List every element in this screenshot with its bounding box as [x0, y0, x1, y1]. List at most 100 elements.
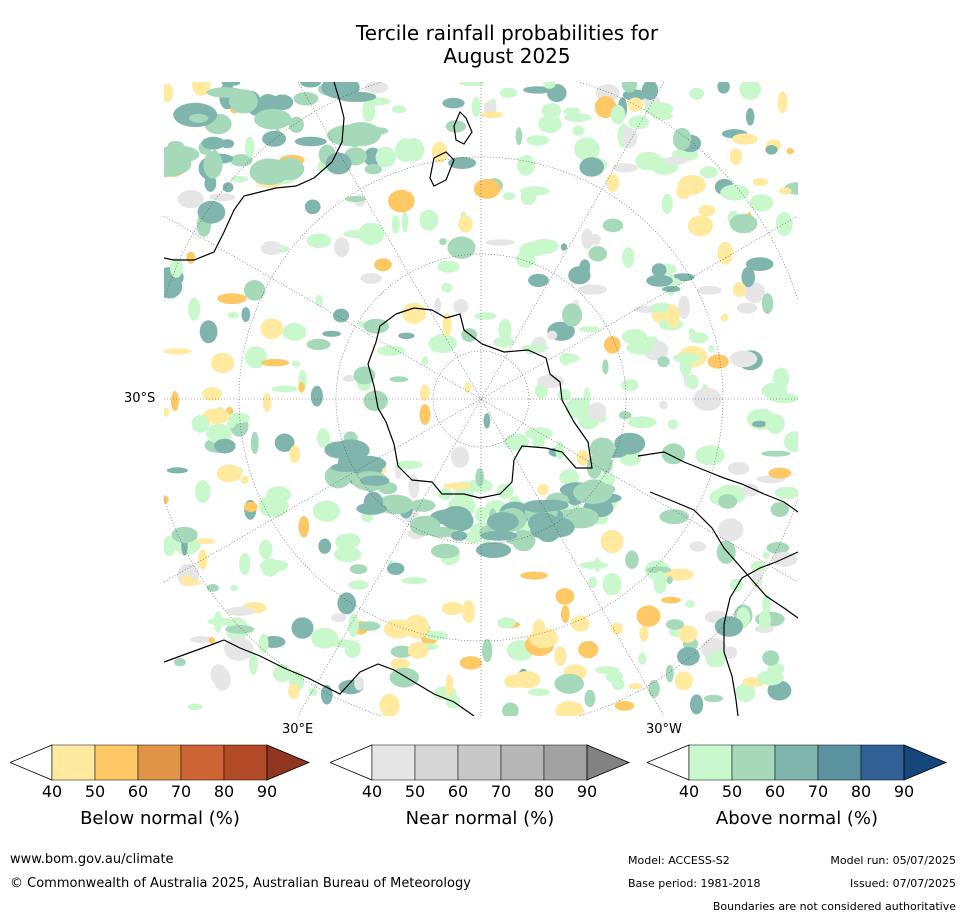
probability-patch: [667, 419, 678, 430]
probability-patch: [639, 625, 649, 642]
probability-patch: [445, 674, 454, 698]
probability-patch: [497, 617, 516, 629]
probability-patch: [360, 475, 390, 486]
probability-patch: [250, 431, 259, 455]
colorbar-tick-label: 90: [576, 782, 598, 801]
probability-patch: [638, 652, 647, 665]
probability-patch: [410, 499, 436, 512]
probability-patch: [565, 397, 591, 419]
colorbar-tick-label: 60: [447, 782, 469, 801]
probability-patch: [555, 588, 575, 605]
probability-patch: [293, 92, 319, 106]
probability-patch: [761, 450, 791, 457]
probability-patch: [534, 499, 569, 511]
probability-patch: [677, 647, 700, 666]
probability-patch: [311, 627, 338, 649]
colorbar-near-ticks: 40 50 60 70 80 90: [330, 782, 630, 802]
probability-patch: [261, 558, 279, 577]
colorbar-tick-label: 40: [361, 782, 383, 801]
probability-patch: [562, 353, 580, 363]
probability-patch: [770, 502, 790, 517]
probability-patch: [579, 157, 604, 177]
probability-patch: [440, 506, 473, 530]
probability-patch: [538, 115, 562, 133]
footer-disclaimer: Boundaries are not considered authoritat…: [712, 900, 956, 913]
title-line-2: August 2025: [443, 44, 571, 68]
probability-patch: [167, 140, 184, 150]
colorbar-swatch: [371, 744, 416, 781]
probability-patch: [562, 303, 583, 327]
probability-patch: [612, 163, 639, 173]
probability-patch: [471, 97, 481, 118]
colorbar-tick-label: 40: [678, 782, 700, 801]
footer-url[interactable]: www.bom.gov.au/climate: [10, 852, 174, 867]
new-zealand-coast: [429, 110, 473, 187]
colorbar-tick-label: 90: [256, 782, 278, 801]
footer-model: Model: ACCESS-S2: [628, 854, 730, 867]
colorbar-swatch: [817, 744, 862, 781]
probability-patch: [312, 500, 341, 522]
probability-patch: [611, 622, 623, 635]
probability-patch: [318, 538, 332, 554]
south-america-coast: [637, 451, 798, 619]
probability-patch: [475, 468, 485, 487]
probability-patch: [557, 388, 571, 401]
colorbar-swatch: [414, 744, 459, 781]
probability-patch: [220, 139, 235, 149]
probability-patch: [316, 428, 330, 448]
probability-patch: [752, 178, 769, 186]
probability-patch: [451, 530, 468, 541]
colorbar-high-extension: [266, 744, 310, 781]
probability-patch: [554, 673, 584, 694]
probability-patch: [493, 336, 515, 348]
probability-patch: [164, 495, 169, 504]
probability-patch: [229, 154, 253, 167]
probability-patch: [374, 258, 392, 272]
probability-patch: [439, 238, 447, 246]
probability-patch: [602, 359, 609, 375]
probability-patch: [203, 150, 223, 179]
probability-patch: [543, 82, 556, 89]
probability-patch: [720, 313, 729, 322]
probability-patch: [618, 411, 632, 420]
probability-patch: [379, 693, 400, 716]
probability-patch: [240, 475, 249, 484]
colorbar-below-normal: 40 50 60 70 80 90 Below normal (%): [10, 744, 310, 854]
probability-patch: [222, 182, 234, 193]
probability-patch: [659, 509, 690, 525]
probability-patch: [387, 562, 405, 575]
probability-patch: [769, 392, 798, 404]
probability-patch: [644, 336, 658, 344]
probability-patch: [330, 462, 362, 472]
probability-patch: [291, 617, 314, 639]
probability-patch: [693, 387, 722, 412]
probability-patch: [541, 103, 562, 119]
probability-patch: [202, 387, 223, 401]
probability-patch: [762, 551, 770, 559]
probability-patch: [244, 501, 258, 513]
probability-patch: [451, 446, 470, 468]
probability-patch: [458, 215, 473, 233]
polar-probability-map: [164, 82, 798, 716]
probability-patch: [261, 359, 290, 367]
probability-patch: [735, 683, 756, 703]
probability-patch: [695, 445, 725, 466]
probability-patch: [310, 385, 323, 407]
probability-patch: [409, 515, 441, 536]
probability-patch: [584, 689, 596, 708]
probability-patch: [177, 189, 204, 209]
probability-patch: [231, 175, 248, 183]
probability-patch: [229, 89, 258, 114]
colorbar-tick-label: 50: [404, 782, 426, 801]
probability-patch: [482, 638, 493, 663]
probability-patch: [473, 179, 501, 199]
probability-patch: [186, 251, 196, 264]
probability-patch: [532, 437, 545, 448]
probability-patch: [720, 184, 750, 201]
colorbar-swatch: [457, 744, 502, 781]
probability-patch: [258, 634, 269, 654]
longitude-label-30e: 30°E: [282, 722, 314, 737]
probability-patch: [528, 273, 549, 287]
probability-patch: [170, 391, 179, 411]
probability-patch: [214, 438, 236, 454]
